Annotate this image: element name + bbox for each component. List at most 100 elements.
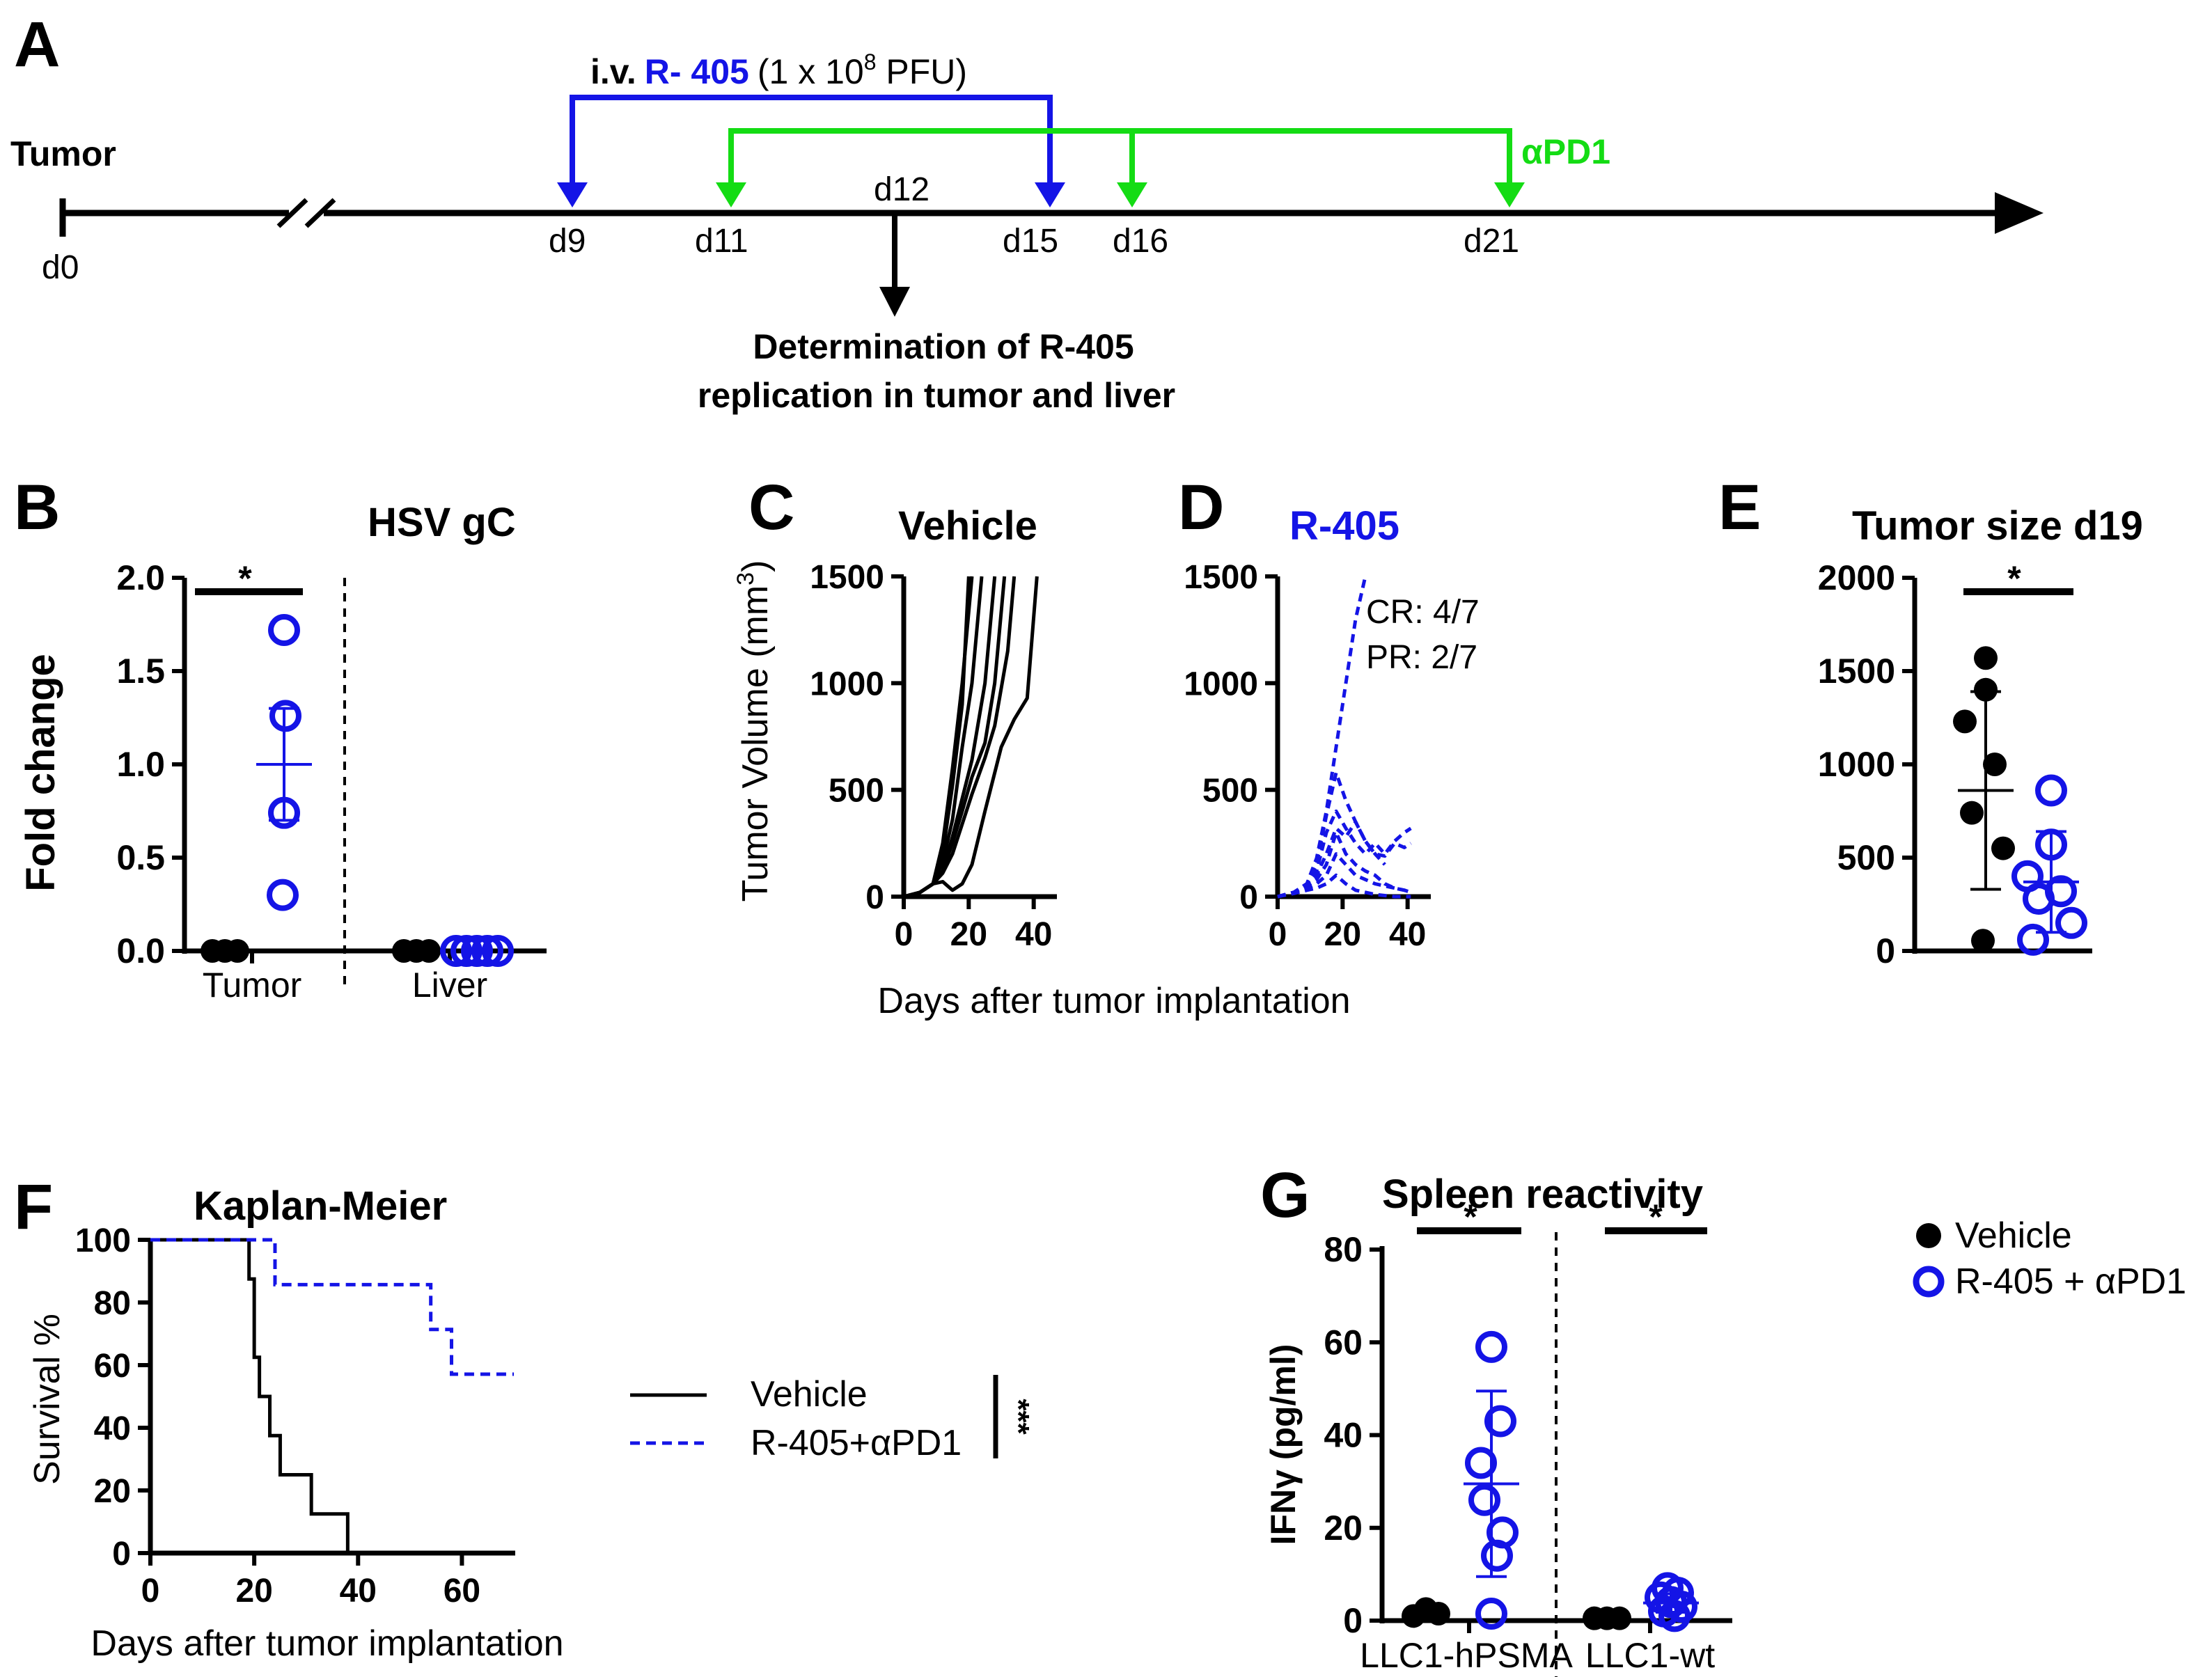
panel-f-y-tick-label-5: 100 <box>75 1222 131 1259</box>
apd1-bracket <box>728 128 1512 188</box>
panel-b-ylabel: Fold change <box>18 654 63 892</box>
panel-g-treated-point <box>1475 1330 1507 1363</box>
panel-e-y-tick-label-2: 1000 <box>1818 745 1895 784</box>
tumor-label: Tumor <box>10 134 116 173</box>
panel-g: G Spleen reactivity IFNγ (pg/ml) * * LLC… <box>1260 1160 2186 1677</box>
panel-c-x-tick-label-1: 20 <box>950 916 987 953</box>
panel-f-xlabel: Days after tumor implantation <box>91 1623 563 1664</box>
panel-e-r405-point <box>2035 774 2067 807</box>
panel-e-vehicle-point <box>1960 801 1984 825</box>
panel-d: D R-405 CR: 4/7 PR: 2/7 0 500 1000 1500 0 20 4… <box>1178 472 1480 953</box>
iv-drug: R- 405 <box>645 52 749 91</box>
panel-d-series-r5 <box>1277 830 1412 899</box>
panel-c-ylabel: Tumor Volume (mm3) <box>732 560 776 902</box>
legend-g-treated-label: R-405 + αPD1 <box>1955 1261 2186 1302</box>
panel-g-vehicle-point <box>1427 1602 1450 1626</box>
panel-g-y-tick-label-2: 40 <box>1324 1416 1363 1455</box>
panel-a-letter: A <box>14 9 60 80</box>
panel-f-letter: F <box>14 1172 53 1243</box>
panel-f-y-tick-label-0: 0 <box>112 1536 131 1573</box>
panel-e-r405-point <box>2035 828 2067 861</box>
panel-c-y-tick-label-2: 1000 <box>810 666 884 702</box>
panel-e-r405-point <box>2055 906 2087 939</box>
panel-b-y-tick-label-3: 1.5 <box>116 652 165 691</box>
panel-e-y-tick-label-1: 500 <box>1837 838 1895 877</box>
panel-e-sig: * <box>2007 559 2021 598</box>
day-label-d15: d15 <box>1003 223 1058 260</box>
panel-f-title: Kaplan-Meier <box>194 1183 447 1229</box>
panel-e-vehicle-point <box>1991 836 2015 860</box>
panel-g-title: Spleen reactivity <box>1382 1172 1703 1217</box>
iv-label: i.v. R- 405 (1 x 108 PFU) <box>590 49 967 91</box>
panel-g-letter: G <box>1260 1160 1310 1231</box>
panel-d-y-tick-label-0: 0 <box>1239 879 1258 916</box>
panel-e-y-tick-label-0: 0 <box>1876 931 1895 970</box>
day-label-d0: d0 <box>42 249 79 286</box>
panel-f-y-tick-label-1: 20 <box>94 1473 131 1510</box>
panel-c-letter: C <box>748 472 794 543</box>
timeline-break-mark-2 <box>304 198 336 228</box>
panel-g-y-tick-label-3: 60 <box>1324 1323 1363 1362</box>
panel-e-letter: E <box>1718 472 1761 543</box>
iv-dose-b: PFU) <box>877 52 968 91</box>
panel-f-x-tick-label-3: 60 <box>444 1573 480 1609</box>
panel-b-r405-point <box>461 935 493 967</box>
timeline-break-mark-1 <box>276 198 308 228</box>
panel-g-vehicle-point <box>1608 1606 1631 1630</box>
panel-b-r405-point <box>440 935 472 967</box>
panel-a: A Tumor d0 d9 d11 d12 d15 d16 d21 i.v. R-… <box>10 9 2044 415</box>
panel-g-y-tick-label-1: 20 <box>1324 1509 1363 1548</box>
panel-g-ylabel: IFNγ (pg/ml) <box>1264 1344 1303 1545</box>
legend-g-vehicle-marker <box>1916 1223 1941 1248</box>
panel-f-y-tick-label-4: 80 <box>94 1285 131 1322</box>
iv-dose-a: (1 x 10 <box>758 52 864 91</box>
panel-b-vehicle-point <box>226 939 249 963</box>
panel-f-x-tick-label-1: 20 <box>235 1573 272 1609</box>
panel-e-r405-point <box>2023 882 2055 915</box>
panel-c-series-m7 <box>903 576 1039 899</box>
panel-b-letter: B <box>14 472 60 543</box>
panel-g-treated-point <box>1468 1483 1500 1516</box>
panel-b-y-tick-label-1: 0.5 <box>116 838 165 877</box>
panel-c-series-m1 <box>903 576 974 899</box>
panel-g-sig-1: * <box>1464 1197 1477 1236</box>
day-label-d16: d16 <box>1113 223 1168 260</box>
panel-d-series-r7 <box>1277 873 1411 899</box>
panel-b-sig: * <box>238 559 252 598</box>
panel-e-vehicle-point <box>1953 709 1977 734</box>
determination-arrowhead <box>879 287 910 317</box>
iv-arrowhead-d15 <box>1035 182 1065 207</box>
legend-f-treated-label: R-405+αPD1 <box>751 1423 962 1463</box>
panel-c-x-tick-label-2: 40 <box>1015 916 1052 953</box>
apd1-label: αPD1 <box>1521 132 1610 171</box>
panel-g-treated-point <box>1465 1447 1497 1479</box>
panel-g-treated-point <box>1484 1405 1516 1438</box>
apd1-arrowhead-d21 <box>1494 182 1525 207</box>
panel-d-y-tick-label-3: 1500 <box>1184 559 1258 596</box>
iv-bracket <box>570 95 1053 188</box>
panel-f-sig: *** <box>1001 1399 1035 1435</box>
panel-c-ylabel-b: ) <box>735 560 776 572</box>
panel-b-y-tick-label-2: 1.0 <box>116 745 165 784</box>
panel-b-xlabel-liver: Liver <box>412 966 487 1005</box>
panel-d-title: R-405 <box>1289 503 1399 549</box>
panel-c-x-tick-label-0: 0 <box>895 916 913 953</box>
panel-f-y-tick-label-2: 40 <box>94 1410 131 1447</box>
iv-prefix: i.v. <box>590 52 636 91</box>
legend-g-treated-marker <box>1913 1266 1945 1298</box>
panel-f-series-vehicle <box>150 1238 350 1553</box>
panel-c-ylabel-a: Tumor Volume (mm <box>735 585 776 902</box>
panel-b-r405-point <box>471 935 503 967</box>
panel-c-series-m2 <box>903 576 971 899</box>
panel-d-series-r4 <box>1277 820 1412 899</box>
panel-f-y-tick-label-3: 60 <box>94 1348 131 1385</box>
timeline-arrowhead <box>1995 192 2044 234</box>
apd1-arrowhead-d16 <box>1117 182 1147 207</box>
panel-e-title: Tumor size d19 <box>1852 503 2143 549</box>
panel-b-vehicle-point <box>417 939 441 963</box>
panel-b-y-tick-label-0: 0.0 <box>116 931 165 970</box>
panel-e-vehicle-point <box>1971 929 1995 953</box>
panel-e-y-tick-label-4: 2000 <box>1818 558 1895 597</box>
panel-d-y-tick-label-2: 1000 <box>1184 666 1258 702</box>
panel-c-y-tick-label-1: 500 <box>829 773 884 810</box>
